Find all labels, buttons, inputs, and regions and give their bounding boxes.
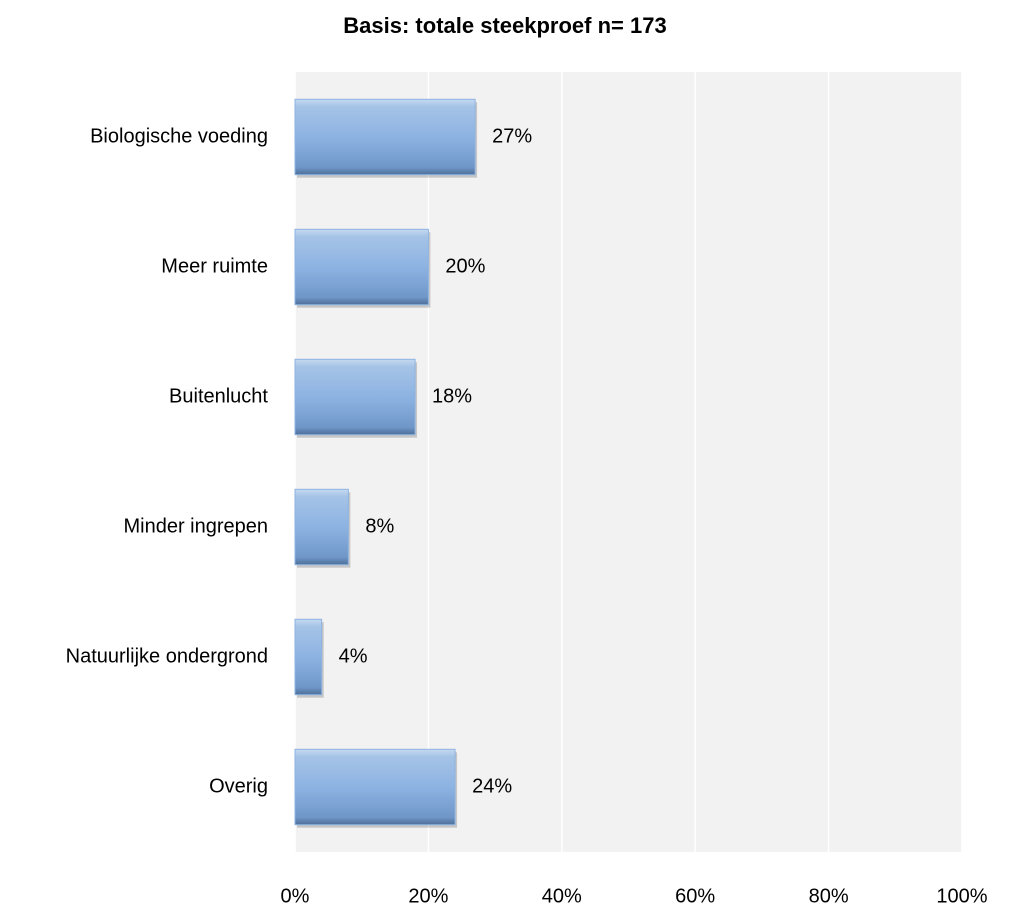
y-tick-label: Natuurlijke ondergrond bbox=[66, 645, 268, 667]
chart-title: Basis: totale steekproef n= 173 bbox=[343, 13, 666, 38]
y-tick-label: Overig bbox=[209, 775, 268, 797]
bar bbox=[294, 488, 349, 566]
data-label: 18% bbox=[432, 385, 472, 407]
data-label: 20% bbox=[445, 255, 485, 277]
data-label: 27% bbox=[492, 125, 532, 147]
y-tick-label: Minder ingrepen bbox=[123, 515, 268, 537]
data-label: 24% bbox=[472, 775, 512, 797]
x-tick-label: 60% bbox=[675, 885, 715, 907]
y-tick-label: Meer ruimte bbox=[161, 255, 268, 277]
data-label: 8% bbox=[365, 515, 394, 537]
x-tick-label: 0% bbox=[281, 885, 310, 907]
x-tick-label: 40% bbox=[542, 885, 582, 907]
bar bbox=[294, 618, 323, 696]
bar bbox=[294, 98, 476, 176]
y-tick-label: Buitenlucht bbox=[169, 385, 268, 407]
x-tick-label: 20% bbox=[408, 885, 448, 907]
x-tick-label: 80% bbox=[809, 885, 849, 907]
bar bbox=[294, 228, 429, 306]
data-label: 4% bbox=[339, 645, 368, 667]
y-tick-label: Biologische voeding bbox=[90, 125, 268, 147]
bar bbox=[294, 748, 456, 826]
bar bbox=[294, 358, 416, 436]
plot-area bbox=[295, 72, 962, 852]
x-tick-label: 100% bbox=[936, 885, 987, 907]
